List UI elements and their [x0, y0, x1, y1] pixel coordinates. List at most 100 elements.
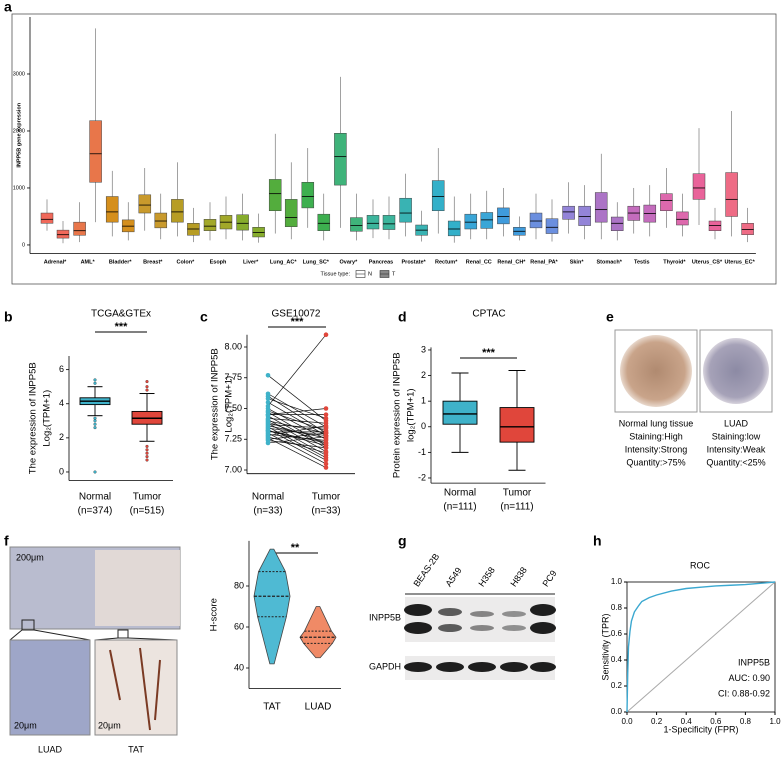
ihc-caption: Quantity:<25%: [706, 457, 765, 467]
box: [334, 133, 347, 186]
pair-line: [267, 408, 327, 416]
point: [323, 434, 329, 440]
category-label: Prostate*: [402, 259, 427, 265]
outlier: [145, 380, 149, 384]
point: [323, 457, 329, 463]
pair-line: [267, 437, 327, 468]
category-label: Renal_CH*: [497, 259, 526, 265]
micrograph-region: [95, 550, 180, 626]
micrograph: [94, 639, 178, 736]
cell-line-label: A549: [443, 566, 463, 589]
roc-curve: [626, 581, 776, 713]
panel-label: h: [593, 533, 602, 549]
y-tick-label: 0: [22, 242, 25, 248]
y-axis-label: H-score: [209, 598, 220, 631]
violin: [299, 606, 337, 659]
outlier: [145, 455, 149, 459]
category-label: Renal_CC: [466, 259, 492, 265]
point: [265, 440, 271, 446]
category-label: Skin*: [570, 259, 585, 265]
point: [323, 465, 329, 470]
panel-label: c: [200, 309, 208, 325]
outlier: [93, 378, 97, 382]
category-label: Thyroid*: [663, 259, 686, 265]
category-label: Ovary*: [340, 259, 359, 265]
category-note: (n=374): [78, 506, 113, 517]
scale-bar-label: 20μm: [98, 720, 121, 730]
pair-line: [267, 393, 327, 428]
cell-line-label: H838: [508, 565, 529, 588]
y-tick-label: 0.2: [611, 681, 623, 690]
box: [138, 194, 152, 214]
pair-line: [267, 430, 327, 446]
box: [301, 182, 315, 209]
bands: [404, 604, 556, 634]
zoom-box: [21, 619, 35, 631]
box: [56, 229, 70, 239]
y-tick-label: -1: [418, 447, 426, 457]
y-tick-label: 40: [234, 662, 244, 672]
box: [317, 213, 331, 231]
box: [497, 207, 510, 225]
x-tick-label: 1.0: [769, 717, 781, 726]
category-note: (n=111): [443, 502, 476, 513]
protein-label: GAPDH: [369, 661, 401, 671]
x-axis-label: 1-Specificity (FPR): [663, 724, 738, 734]
reference-diagonal: [626, 581, 776, 713]
ihc-caption: Intensity:Weak: [707, 444, 766, 454]
y-tick-label: -2: [418, 472, 426, 482]
outlier: [145, 388, 149, 392]
point: [323, 440, 329, 446]
panel-label: g: [398, 533, 407, 549]
pair-line: [267, 433, 327, 441]
pair-line: [267, 402, 327, 436]
significance-label: ***: [291, 316, 305, 328]
y-tick-label: 3: [421, 344, 426, 354]
ihc-caption: Intensity:Strong: [625, 444, 688, 454]
legend-title: Tissue type:: [321, 271, 351, 277]
box: [610, 216, 624, 231]
point: [323, 332, 329, 338]
category-label: Normal: [252, 492, 284, 503]
point: [265, 372, 271, 378]
plot-frame: [626, 581, 776, 713]
box: [431, 180, 445, 212]
y-tick-label: 7.75: [224, 372, 242, 382]
y-tick-label: 2: [421, 370, 426, 380]
category-note: (n=111): [500, 502, 533, 513]
box: [203, 219, 217, 231]
box: [545, 218, 559, 234]
box: [105, 196, 119, 223]
box: [529, 212, 543, 229]
category-label: Uterus_CS*: [692, 259, 723, 265]
point: [323, 406, 329, 411]
panel-label: d: [398, 309, 407, 325]
box: [578, 205, 591, 226]
box: [562, 205, 575, 220]
pair-line: [267, 411, 327, 446]
box: [725, 172, 738, 217]
box: [447, 220, 461, 237]
point: [323, 430, 329, 436]
box: [171, 199, 184, 223]
y-tick-label: 1: [421, 396, 426, 406]
pair-line: [267, 375, 327, 422]
significance-label: **: [291, 542, 300, 554]
outlier: [93, 422, 97, 426]
ihc-caption: Normal lung tissue: [619, 418, 694, 428]
y-axis-label: INPP5B gene expression: [16, 102, 22, 167]
micrograph-label: LUAD: [38, 744, 63, 754]
outlier: [93, 381, 97, 385]
pair-line: [267, 417, 327, 424]
y-tick-label: 2: [59, 432, 64, 442]
category-note: (n=33): [253, 506, 282, 517]
category-note: (n=515): [130, 506, 165, 517]
x-tick-label: 0.2: [651, 717, 663, 726]
y-tick-label: 2000: [13, 128, 25, 134]
point: [323, 450, 329, 456]
box: [660, 193, 673, 212]
box: [692, 173, 706, 200]
violin: [253, 548, 291, 665]
category-label: Colon*: [177, 259, 196, 265]
bands: [404, 662, 556, 672]
